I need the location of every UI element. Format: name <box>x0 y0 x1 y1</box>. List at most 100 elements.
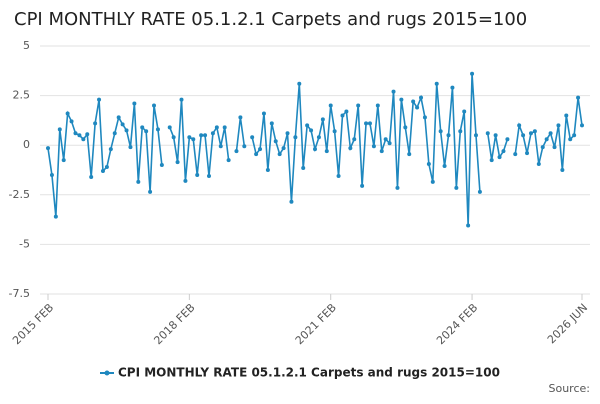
point <box>528 131 533 136</box>
point <box>97 97 102 102</box>
point <box>258 147 263 152</box>
point <box>203 133 208 138</box>
y-tick-label: -5 <box>19 237 30 250</box>
point <box>383 137 388 142</box>
legend-marker <box>104 370 110 376</box>
point <box>548 131 553 136</box>
y-tick-label: 2.5 <box>13 89 31 102</box>
point <box>324 149 329 154</box>
point <box>462 109 467 114</box>
point <box>124 128 129 133</box>
point <box>281 146 286 151</box>
point <box>544 137 549 142</box>
point <box>356 103 361 108</box>
point <box>242 144 247 149</box>
point <box>93 121 98 126</box>
point <box>411 99 416 104</box>
point <box>517 123 522 128</box>
point <box>313 147 317 152</box>
point <box>434 81 439 86</box>
point <box>183 178 188 183</box>
point <box>371 144 376 149</box>
point <box>238 115 243 120</box>
point <box>57 127 62 132</box>
point <box>458 129 463 134</box>
point <box>148 189 153 194</box>
point <box>340 113 345 118</box>
point <box>576 95 581 100</box>
point <box>470 71 475 76</box>
point <box>254 152 259 157</box>
point <box>395 185 400 190</box>
point <box>367 121 372 126</box>
y-tick-label: 0 <box>23 138 30 151</box>
point <box>419 95 424 100</box>
point <box>297 81 302 86</box>
point <box>426 162 431 167</box>
point <box>152 103 157 108</box>
point <box>564 113 569 118</box>
point <box>485 131 490 136</box>
point <box>179 97 184 102</box>
point <box>191 137 196 142</box>
point <box>344 109 349 114</box>
point <box>540 145 545 150</box>
point <box>120 122 125 127</box>
point <box>289 199 294 204</box>
point <box>273 139 278 144</box>
point <box>430 179 435 184</box>
point <box>61 158 66 163</box>
point <box>493 133 498 138</box>
point <box>77 133 82 138</box>
y-tick-label: 5 <box>23 39 30 52</box>
point <box>536 162 541 167</box>
legend-label: CPI MONTHLY RATE 05.1.2.1 Carpets and ru… <box>118 366 500 380</box>
point <box>293 135 298 140</box>
point <box>379 149 384 154</box>
point <box>501 149 506 154</box>
x-tick-label: 2015 FEB <box>10 301 56 347</box>
point <box>155 127 160 132</box>
point <box>348 146 353 151</box>
point <box>49 172 54 177</box>
point <box>521 133 526 138</box>
point <box>171 135 176 140</box>
point <box>407 152 412 157</box>
point <box>572 133 577 138</box>
point <box>309 128 314 133</box>
point <box>269 121 274 126</box>
point <box>53 214 58 219</box>
point <box>513 152 518 157</box>
point <box>159 163 164 168</box>
point <box>214 125 219 130</box>
point <box>305 123 310 128</box>
point <box>473 133 478 138</box>
point <box>46 146 50 151</box>
point <box>100 168 105 173</box>
point <box>320 117 325 122</box>
point <box>206 173 211 178</box>
x-tick-label: 2018 FEB <box>151 301 197 347</box>
point <box>450 85 455 90</box>
y-tick-label: -7.5 <box>9 287 30 300</box>
point <box>116 115 121 120</box>
point <box>69 119 74 124</box>
point <box>403 125 408 130</box>
point <box>132 101 137 106</box>
point <box>81 137 86 142</box>
point <box>336 173 341 178</box>
point <box>85 132 90 137</box>
point <box>525 151 530 156</box>
point <box>375 103 380 108</box>
x-tick-label: 2021 FEB <box>293 301 339 347</box>
point <box>140 125 145 130</box>
point <box>497 155 502 160</box>
point <box>195 172 200 177</box>
point <box>187 135 192 140</box>
point <box>65 111 70 116</box>
point <box>265 168 270 172</box>
point <box>568 137 573 142</box>
point <box>438 129 443 134</box>
point <box>505 137 510 142</box>
point <box>89 174 94 179</box>
